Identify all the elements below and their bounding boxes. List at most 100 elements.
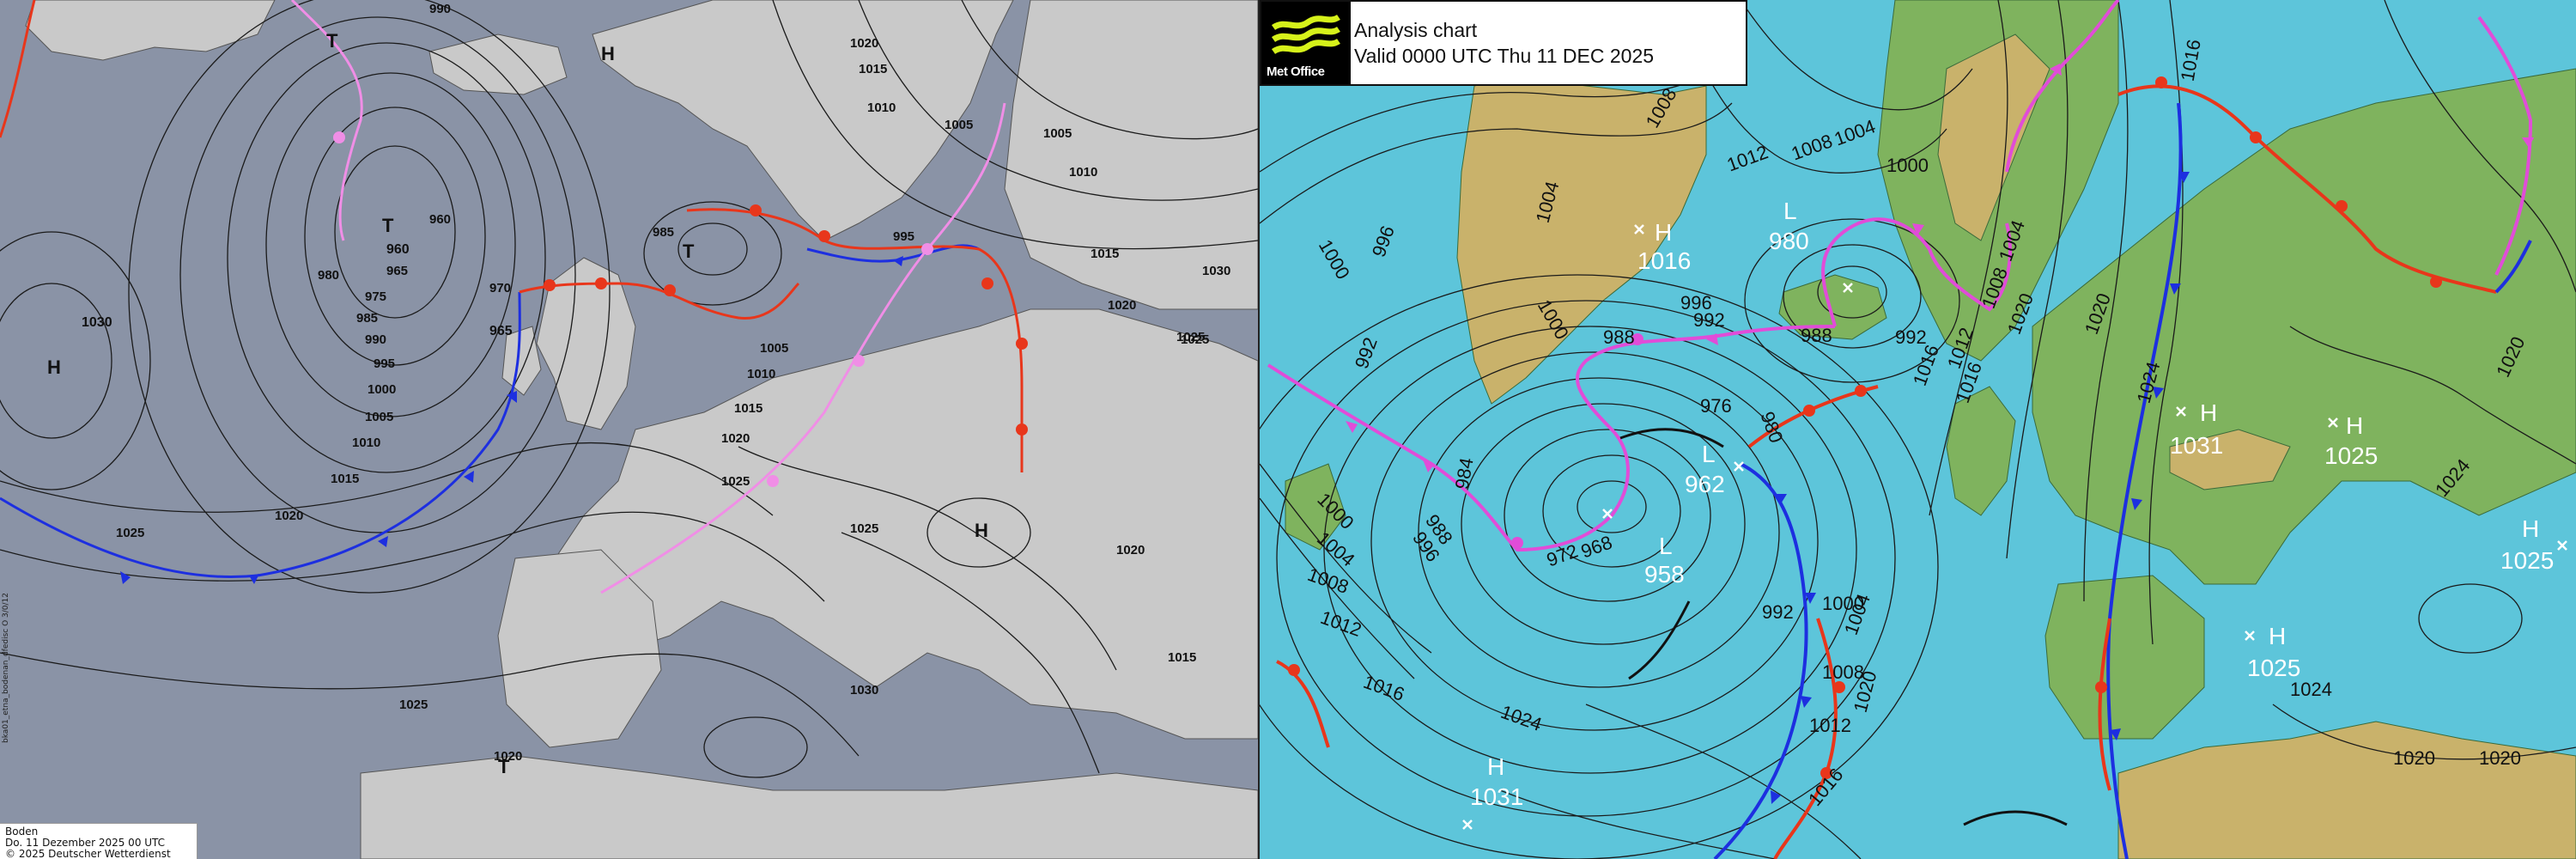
isobar [703, 716, 808, 778]
cold-front-triangle [1775, 494, 1787, 505]
isobar [1542, 454, 1681, 568]
occluded-front-triangle [2522, 137, 2534, 148]
pressure-centre-letter: L [1659, 533, 1673, 559]
mo-land [1285, 0, 2576, 859]
mo-isobars [1260, 0, 2576, 859]
pressure-centre-letter: T [382, 215, 394, 236]
isobar-label: 1000 [1315, 236, 1354, 283]
isobar [227, 42, 546, 473]
pressure-centre-letter: T [326, 30, 338, 52]
isobar-label: 1020 [721, 431, 750, 446]
dwd-side-note: bka01_etna_bodenan_dfedisc O 3/0/12 [2, 593, 10, 743]
footer-copyright: © 2025 Deutscher Wetterdienst [5, 848, 171, 859]
occluded-front [2477, 15, 2533, 276]
isobar [1260, 102, 1733, 224]
dwd-footer: Boden Do. 11 Dezember 2025 00 UTC © 2025… [0, 823, 197, 859]
isobar-label: 1005 [1043, 126, 1072, 141]
met-office-analysis-map: H 1016 L 980 L 962 L 958 H 1031 H 1025 H… [1260, 0, 2576, 859]
isobar [1929, 0, 2008, 516]
warm-front-bump [2336, 200, 2348, 212]
scandinavia-land [592, 0, 1014, 241]
warm-front-bump [1016, 423, 1028, 436]
cold-front-triangle [378, 536, 388, 547]
isobar-label: 960 [429, 212, 451, 227]
isobar-label: 1015 [331, 472, 359, 486]
isobar [643, 201, 782, 306]
isobar-label: 992 [1693, 309, 1725, 331]
isobar-label: 1012 [1317, 606, 1364, 641]
isobar [128, 0, 611, 594]
isobar-label: 1015 [734, 401, 762, 416]
pressure-centre-value: 962 [1685, 471, 1725, 497]
met-office-logo-icon [1271, 14, 1340, 55]
centre-cross [1634, 224, 1644, 235]
centre-cross [2245, 631, 2255, 641]
pressure-centre-letter: H [2346, 412, 2363, 439]
isobar-label: 1010 [747, 367, 775, 381]
isobar [1260, 274, 1939, 859]
occluded-front-triangle [2050, 64, 2062, 76]
greenland-iceland-land [25, 0, 276, 61]
warm-front-bump [981, 277, 993, 289]
pressure-centre-value: 958 [1644, 561, 1685, 588]
isobar [1260, 497, 1415, 679]
trough-line [1963, 810, 2068, 826]
isobar-label: 1030 [1202, 264, 1230, 278]
isobar [1418, 377, 1780, 688]
british-isles-land [1946, 386, 2016, 516]
isobar [1783, 244, 1922, 349]
chart-valid-time: Valid 0000 UTC Thu 11 DEC 2025 [1354, 45, 1655, 67]
isobar [179, 16, 576, 533]
isobar [1276, 300, 1896, 817]
isobar-label: 1005 [945, 118, 973, 132]
isobar [961, 0, 1258, 140]
isobar [1740, 0, 1973, 111]
pressure-centre-letter: H [1487, 753, 1504, 780]
cold-front-triangle [507, 391, 517, 403]
isobar [738, 446, 1117, 671]
occluded-front-bump [1511, 537, 1523, 549]
isobar-label: 1025 [1176, 330, 1205, 344]
isobar-label: 988 [1603, 326, 1635, 348]
warm-front [686, 208, 1024, 472]
isobar-label: 990 [429, 2, 451, 16]
isobar [841, 532, 1100, 774]
isobar-label: 1005 [760, 341, 788, 356]
isobar-label: 1000 [1822, 593, 1864, 614]
isobar-label: 972 [1544, 539, 1581, 570]
isobar-label: 980 [318, 268, 339, 283]
met-office-header: Met Office Analysis chart Valid 0000 UTC… [1260, 0, 1747, 86]
pressure-centre-value: 1031 [1470, 783, 1523, 810]
pressure-centre-letter: L [1702, 441, 1716, 467]
cold-front-triangle [249, 574, 259, 584]
isobar-label: 1012 [1809, 715, 1851, 736]
isobar [927, 497, 1031, 568]
dwd-isobar-labels: 990 1020 1015 1010 1005 970 965 960 980 … [116, 2, 1230, 764]
isobar [1744, 218, 1960, 383]
warm-front-bump [1803, 405, 1815, 417]
pressure-centre-letter: H [2200, 399, 2217, 426]
footer-type: Boden [5, 825, 39, 838]
occluded-front-triangle [1706, 333, 1718, 345]
warm-front-bump [2095, 681, 2107, 693]
pressure-centre-letter: H [975, 520, 988, 541]
dwd-isobars [0, 0, 1258, 778]
europe-land [2032, 68, 2576, 585]
pressure-centre-value: 1025 [2324, 442, 2378, 469]
centre-cross [2557, 540, 2567, 551]
cold-front [2106, 102, 2183, 859]
isobar [2289, 326, 2576, 465]
occluded-front [1821, 217, 2012, 327]
scandinavia-mountains [1937, 34, 2050, 241]
dwd-pressure-centres: H 1030 T 960 T 965 T H H T [47, 30, 988, 777]
ireland-land [501, 326, 542, 396]
isobar-label: 1025 [116, 526, 144, 540]
footer-date: Do. 11 Dezember 2025 00 UTC [5, 837, 166, 849]
warm-front-bump [1855, 385, 1867, 397]
trough-line [1619, 428, 1724, 448]
isobar-label: 996 [1680, 292, 1712, 314]
cold-front-triangle [2170, 283, 2181, 295]
pressure-centre-value: 960 [386, 242, 410, 257]
isobar-label: 990 [365, 332, 386, 347]
occluded-front [600, 102, 1006, 594]
